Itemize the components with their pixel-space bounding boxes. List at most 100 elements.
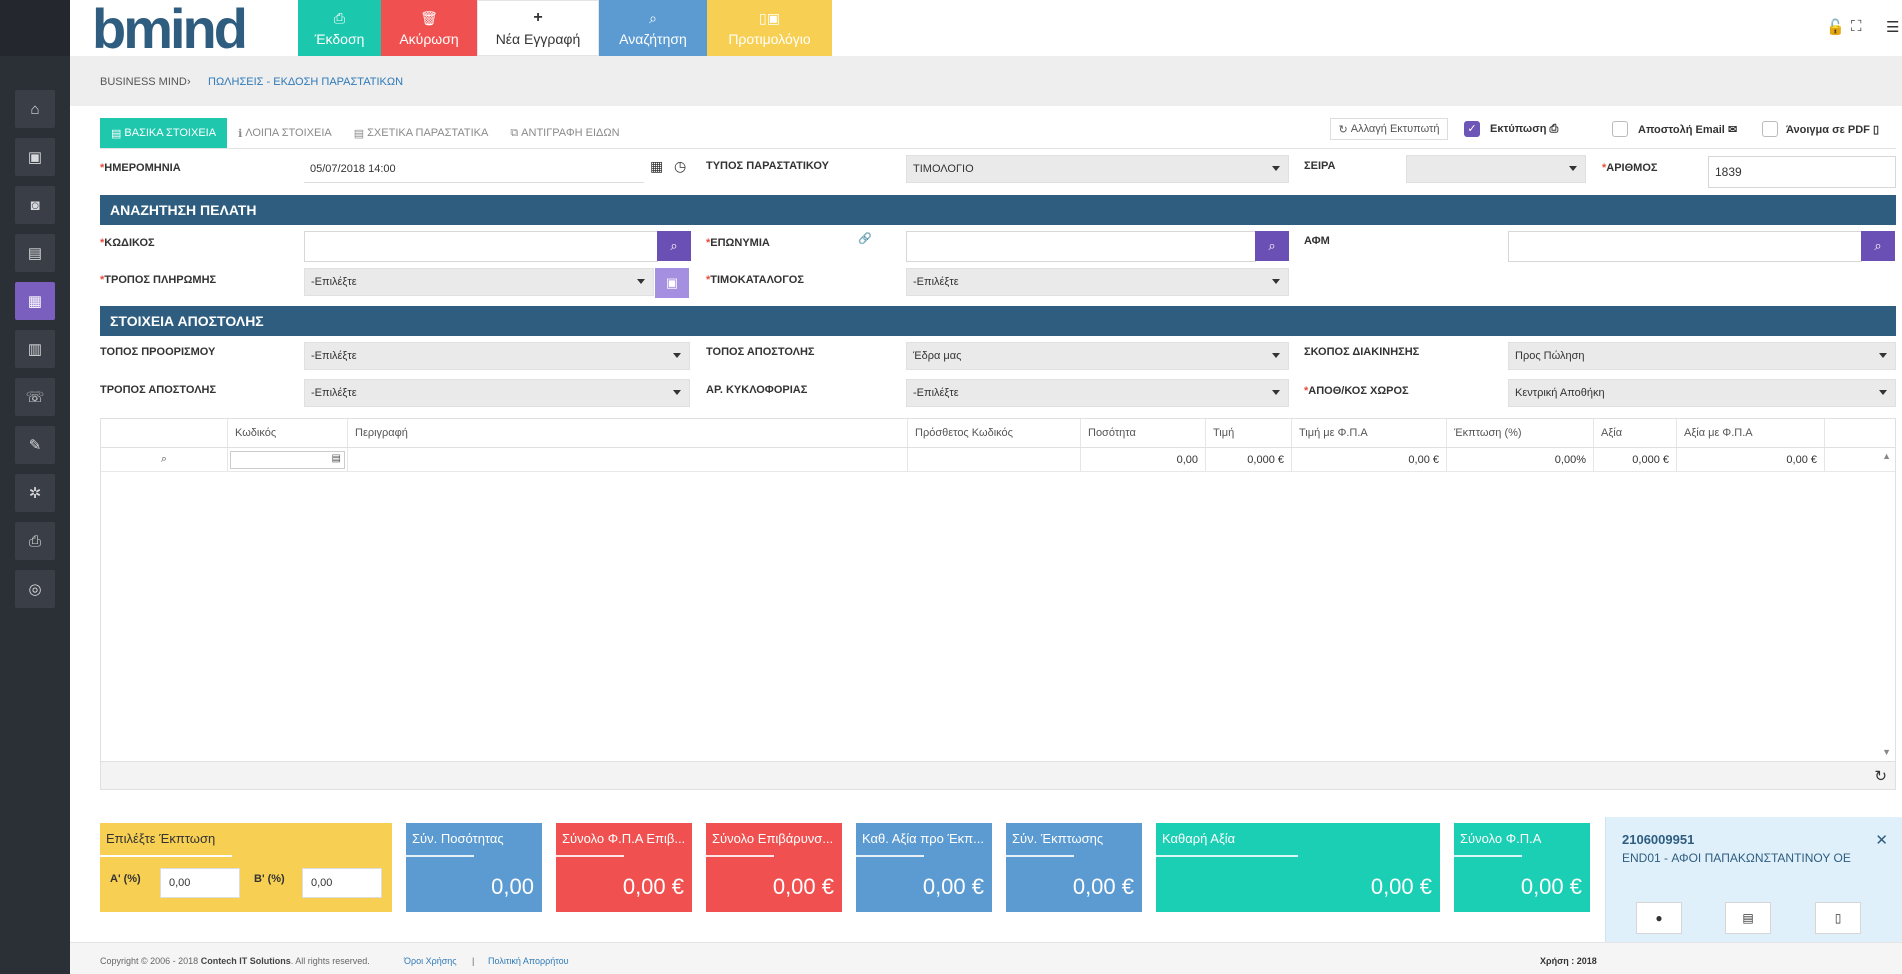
- code-cell-input[interactable]: ▤: [230, 450, 345, 469]
- quote-button[interactable]: ▯▣ Προτιμολόγιο: [707, 0, 832, 56]
- scroll-up-icon[interactable]: ▲: [1882, 451, 1891, 461]
- issue-button[interactable]: ⎙ Έκδοση: [298, 0, 381, 56]
- quantity-cell[interactable]: 0,00: [1081, 448, 1206, 471]
- plate-label: ΑΡ. ΚΥΚΛΟΦΟΡΙΑΣ: [706, 384, 808, 396]
- breadcrumb: BUSINESS MIND › ΠΩΛΗΣΕΙΣ - ΕΚΔΟΣΗ ΠΑΡΑΣΤ…: [70, 56, 1902, 106]
- document-button[interactable]: ▤: [1725, 902, 1771, 934]
- col-header-extra-code[interactable]: Πρόσθετος Κωδικός: [908, 419, 1081, 447]
- price-cell[interactable]: 0,000 €: [1206, 448, 1292, 471]
- card-title: Καθαρή Αξία: [1162, 831, 1236, 846]
- change-printer-button[interactable]: ↻ Αλλαγή Εκτυπωτή: [1330, 118, 1448, 140]
- phone-icon[interactable]: ☏: [15, 378, 55, 416]
- vat-input[interactable]: [1508, 231, 1862, 262]
- wrench-icon[interactable]: ✎: [15, 426, 55, 464]
- home-icon[interactable]: ⌂: [15, 90, 55, 128]
- refresh-icon[interactable]: ↻: [1874, 768, 1887, 785]
- series-select[interactable]: [1406, 155, 1586, 183]
- cancel-button[interactable]: 🗑 Ακύρωση: [381, 0, 477, 56]
- list-icon[interactable]: ▤: [331, 452, 341, 464]
- value-cell[interactable]: 0,000 €: [1594, 448, 1677, 471]
- tab-copy-items[interactable]: ⧉ ΑΝΤΙΓΡΑΦΗ ΕΙΔΩΝ: [510, 126, 620, 140]
- contact-card-icon[interactable]: ▣: [15, 138, 55, 176]
- destination-select[interactable]: -Επιλέξτε: [304, 342, 690, 370]
- scroll-down-icon[interactable]: ▼: [1882, 747, 1891, 757]
- archive-icon[interactable]: ▤: [15, 234, 55, 272]
- payment-select[interactable]: -Επιλέξτε: [304, 268, 654, 296]
- card-value: 0,00 €: [1370, 874, 1432, 899]
- method-select[interactable]: -Επιλέξτε: [304, 379, 690, 407]
- origin-select[interactable]: Έδρα μας: [906, 342, 1289, 370]
- print-checkbox[interactable]: ✓: [1464, 121, 1480, 137]
- discount-card: Επιλέξτε Έκπτωση Α' (%) 0,00 Β' (%) 0,00: [100, 823, 392, 912]
- col-header-price-vat[interactable]: Τιμή με Φ.Π.Α: [1292, 419, 1447, 447]
- vat-search-button[interactable]: ⌕: [1861, 231, 1895, 261]
- gear-icon[interactable]: ✲: [15, 474, 55, 512]
- svg-text:bmind: bmind: [92, 2, 245, 54]
- price-vat-cell[interactable]: 0,00 €: [1292, 448, 1447, 471]
- support-icon[interactable]: ◎: [15, 570, 55, 608]
- plate-select[interactable]: -Επιλέξτε: [906, 379, 1289, 407]
- menu-icon[interactable]: ☰: [1886, 19, 1900, 36]
- lock-icon[interactable]: 🔓: [1826, 19, 1845, 36]
- col-header-code[interactable]: Κωδικός: [228, 419, 348, 447]
- name-search-button[interactable]: ⌕: [1255, 231, 1289, 261]
- name-input[interactable]: [906, 231, 1256, 262]
- document-icon[interactable]: ▦: [15, 282, 55, 320]
- discount-cell[interactable]: 0,00%: [1447, 448, 1594, 471]
- extra-code-cell[interactable]: [908, 448, 1081, 471]
- date-input[interactable]: 05/07/2018 14:00: [304, 155, 644, 183]
- col-header-value-vat[interactable]: Αξία με Φ.Π.Α: [1677, 419, 1825, 447]
- col-header-price[interactable]: Τιμή: [1206, 419, 1292, 447]
- email-checkbox[interactable]: [1612, 121, 1628, 137]
- number-input[interactable]: 1839: [1708, 156, 1896, 188]
- bmind-logo[interactable]: bmind: [92, 2, 288, 54]
- tab-other[interactable]: ℹ ΛΟΙΠΑ ΣΤΟΙΧΕΙΑ: [238, 127, 332, 140]
- notification-subtitle: END01 - ΑΦΟΙ ΠΑΠΑΚΩΝΣΤΑΝΤΙΝΟΥ ΟΕ: [1622, 851, 1851, 865]
- col-header-description[interactable]: Περιγραφή: [348, 419, 908, 447]
- print-label: Εκτύπωση ⎙: [1490, 123, 1559, 135]
- calendar-icon[interactable]: ▦: [650, 158, 664, 174]
- code-search-button[interactable]: ⌕: [657, 231, 691, 261]
- close-icon[interactable]: ✕: [1875, 832, 1888, 849]
- search-icon: ⌕: [649, 9, 657, 26]
- discount-a-label: Α' (%): [110, 873, 141, 885]
- money-button[interactable]: ▣: [655, 268, 689, 298]
- purpose-select[interactable]: Προς Πώληση: [1508, 342, 1896, 370]
- pdf-icon: ▯: [1872, 124, 1880, 136]
- tab-basic[interactable]: ▤ ΒΑΣΙΚΑ ΣΤΟΙΧΕΙΑ: [100, 118, 228, 148]
- code-cell[interactable]: ▤: [228, 448, 348, 471]
- vat-surcharge-card: Σύνολο Φ.Π.Α Επιβ... 0,00 €: [556, 823, 692, 912]
- warehouse-select[interactable]: Κεντρική Αποθήκη: [1508, 379, 1896, 407]
- search-button[interactable]: ⌕ Αναζήτηση: [599, 0, 707, 56]
- total-vat-card: Σύνολο Φ.Π.Α 0,00 €: [1454, 823, 1590, 912]
- name-label: *ΕΠΩΝΥΜΙΑ: [706, 237, 770, 249]
- col-header-value[interactable]: Αξία: [1594, 419, 1677, 447]
- pricelist-select[interactable]: -Επιλέξτε: [906, 268, 1289, 296]
- new-entry-button[interactable]: + Νέα Εγγραφή: [477, 0, 599, 56]
- description-cell[interactable]: [348, 448, 908, 471]
- fullscreen-icon[interactable]: ⛶: [1851, 18, 1862, 35]
- code-input[interactable]: [304, 231, 658, 262]
- plus-icon: +: [533, 9, 543, 26]
- pdf-checkbox[interactable]: [1762, 121, 1778, 137]
- discount-b-input[interactable]: 0,00: [302, 868, 382, 898]
- print-icon[interactable]: ⎙: [15, 522, 55, 560]
- address-book-icon[interactable]: ◙: [15, 186, 55, 224]
- terms-link[interactable]: Όροι Χρήσης: [404, 956, 457, 966]
- discount-a-input[interactable]: 0,00: [160, 868, 240, 898]
- file-button[interactable]: ▯: [1815, 902, 1861, 934]
- calendar-icon[interactable]: ▥: [15, 330, 55, 368]
- discount-b-label: Β' (%): [254, 873, 285, 885]
- user-button[interactable]: ●: [1636, 902, 1682, 934]
- link-icon[interactable]: 🔗: [858, 233, 872, 245]
- col-header-quantity[interactable]: Ποσότητα: [1081, 419, 1206, 447]
- breadcrumb-root[interactable]: BUSINESS MIND: [100, 76, 187, 88]
- search-icon[interactable]: ⌕: [101, 448, 228, 471]
- value-vat-cell[interactable]: 0,00 €: [1677, 448, 1825, 471]
- clock-icon[interactable]: ◷: [674, 158, 687, 174]
- card-value: 0,00 €: [922, 874, 984, 899]
- col-header-discount[interactable]: Έκπτωση (%): [1447, 419, 1594, 447]
- doctype-select[interactable]: ΤΙΜΟΛΟΓΙΟ: [906, 155, 1289, 183]
- privacy-link[interactable]: Πολιτική Απορρήτου: [488, 956, 569, 966]
- tab-related[interactable]: ▤ ΣΧΕΤΙΚΑ ΠΑΡΑΣΤΑΤΙΚΑ: [353, 127, 489, 140]
